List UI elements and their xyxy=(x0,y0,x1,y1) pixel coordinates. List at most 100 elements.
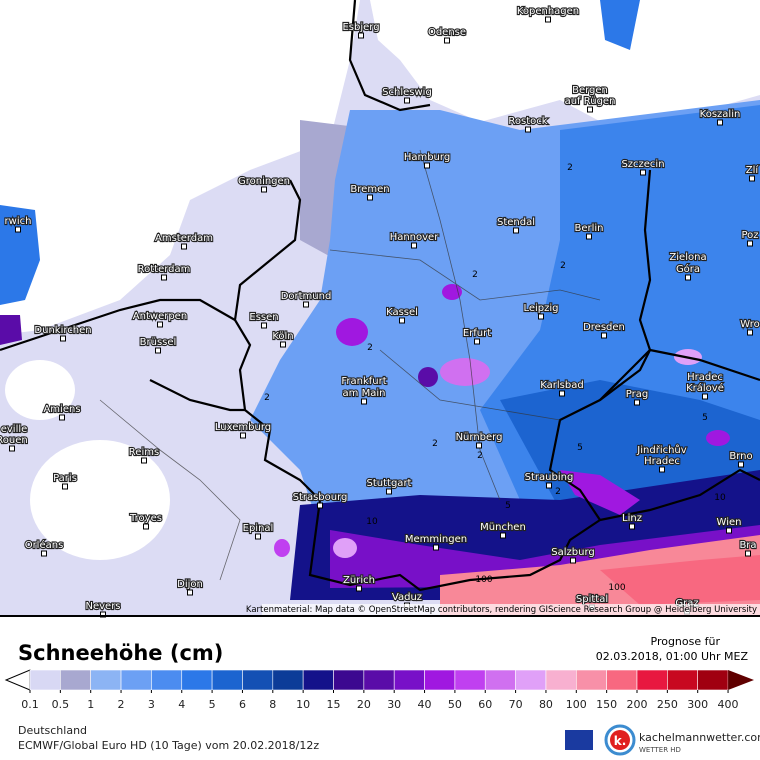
city-label: Bra xyxy=(739,540,756,551)
colorbar-tick-label: 300 xyxy=(687,698,708,711)
colorbar-tick-label: 40 xyxy=(418,698,432,711)
city-dot xyxy=(685,274,691,281)
sea xyxy=(370,0,760,132)
city-dot xyxy=(367,194,373,201)
snow-area xyxy=(600,0,640,50)
city-label: Straubing xyxy=(525,472,574,483)
city-dot xyxy=(404,97,410,104)
legend-title: Schneehöhe (cm) xyxy=(18,641,223,665)
forecast-label: Prognose für xyxy=(651,635,721,648)
contour-label: 5 xyxy=(577,443,583,453)
logo-dot xyxy=(610,730,630,750)
city-dot xyxy=(411,242,417,249)
city-label: Jindřichův xyxy=(636,444,686,456)
city-dot xyxy=(586,233,592,240)
no-snow xyxy=(30,440,170,560)
colorbar-segment xyxy=(454,669,486,691)
city-dot xyxy=(546,482,552,489)
city-dot xyxy=(474,338,480,345)
city-label: Wro xyxy=(740,319,759,330)
borders xyxy=(0,0,760,592)
colorbar-segment xyxy=(211,669,243,691)
colorbar-segment xyxy=(29,669,61,691)
colorbar-tick-label: 0.1 xyxy=(21,698,39,711)
city-dot xyxy=(181,243,187,250)
contour-label: 2 xyxy=(264,393,270,403)
colorbar-tick-label: 30 xyxy=(387,698,401,711)
city-label: Karlsbad xyxy=(540,380,583,391)
colorbar-segment xyxy=(302,669,334,691)
city-dot xyxy=(9,445,15,452)
city-dot xyxy=(726,527,732,534)
city-dot xyxy=(161,274,167,281)
colorbar-segment xyxy=(120,669,152,691)
city-dot xyxy=(280,341,286,348)
city-label: Zielona xyxy=(669,252,706,263)
border xyxy=(599,348,760,401)
city-label: Kassel xyxy=(386,307,418,318)
city-label: Dortmund xyxy=(281,291,332,302)
city-label: rwich xyxy=(5,216,32,227)
site[interactable]: kachelmannwetter.com xyxy=(639,731,760,744)
city-dot xyxy=(255,533,261,540)
city-dot xyxy=(559,390,565,397)
colorbar-segment xyxy=(697,669,729,691)
city-dot xyxy=(157,321,163,328)
colorbar-tick-label: 250 xyxy=(657,698,678,711)
colorbar-segment xyxy=(60,669,91,691)
city-dot xyxy=(747,240,753,247)
attribution: Kartenmaterial: Map data © OpenStreetMap… xyxy=(246,605,757,615)
city-label: München xyxy=(480,522,526,533)
city-label: Linz xyxy=(622,513,642,524)
contour-label: 10 xyxy=(366,517,378,527)
city-label: Hradec xyxy=(687,372,723,383)
city-dot xyxy=(261,186,267,193)
city-label: Prag xyxy=(626,389,648,400)
city-label: Schleswig xyxy=(382,87,432,98)
city-label: Stendal xyxy=(497,217,535,228)
city-dot xyxy=(659,466,665,473)
city-dot xyxy=(702,393,708,400)
city-label: Zlí xyxy=(746,164,760,176)
city-label: Rotterdam xyxy=(138,264,191,275)
city-dot xyxy=(187,589,193,596)
city-label: Wien xyxy=(717,517,742,528)
city-dot xyxy=(15,226,21,233)
cities: Esbjerg Odense Kopenhagen Schleswig Bergenau… xyxy=(0,5,760,618)
colorbar-low-arrow xyxy=(4,669,31,691)
colorbar-tick-label: 20 xyxy=(357,698,371,711)
city-dot xyxy=(240,432,246,439)
colorbar-segment xyxy=(90,669,122,691)
contour-label: 100 xyxy=(475,575,492,585)
city-label: Bergen xyxy=(572,85,608,96)
region-line xyxy=(379,349,561,421)
colorbar-tick-label: 150 xyxy=(596,698,617,711)
city-dot xyxy=(570,557,576,564)
colorbar-segment xyxy=(272,669,304,691)
city-dot xyxy=(62,483,68,490)
border xyxy=(149,379,245,412)
border xyxy=(0,298,236,352)
border xyxy=(233,169,652,592)
border xyxy=(348,0,431,112)
city-dot xyxy=(738,461,744,468)
brand: WETTER HD xyxy=(639,746,681,754)
city-dot xyxy=(60,335,66,342)
colorbar-segment xyxy=(333,669,365,691)
city-dot xyxy=(358,32,364,39)
city-dot xyxy=(361,398,367,405)
city-label: Paris xyxy=(53,473,77,484)
contour-label: 2 xyxy=(555,487,561,497)
border xyxy=(599,468,760,522)
city-label: Köln xyxy=(272,331,293,342)
colorbar-tick-label: 6 xyxy=(239,698,246,711)
city-dot xyxy=(41,550,47,557)
city-label: Hannover xyxy=(390,232,440,243)
city-dot xyxy=(476,442,482,449)
city-label: auf Rügen xyxy=(565,96,616,107)
city-label: eville xyxy=(1,424,28,435)
city-dot xyxy=(433,544,439,551)
logo-mark: k. xyxy=(614,734,627,748)
contour-label: 2 xyxy=(472,270,478,280)
